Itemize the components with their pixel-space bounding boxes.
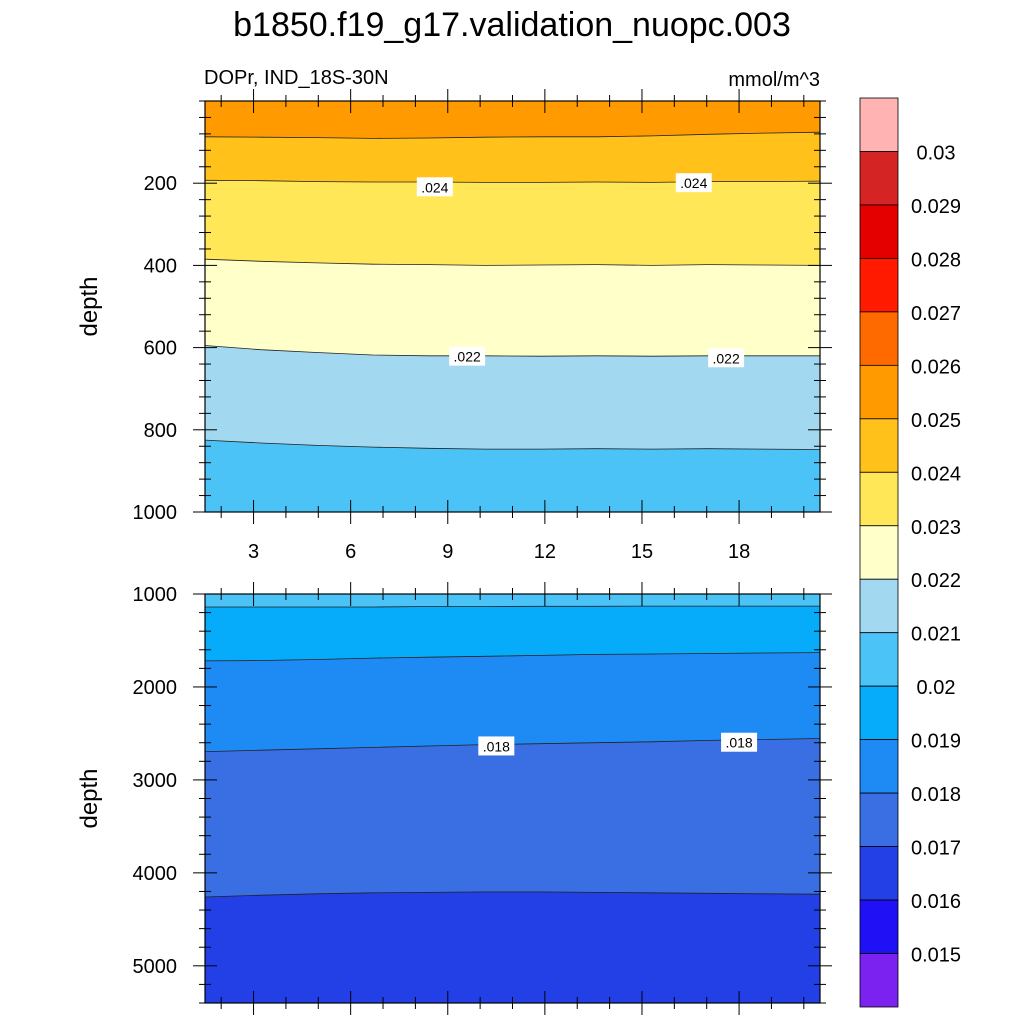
colorbar-label: 0.026 [911, 356, 961, 378]
contour-line [205, 605, 820, 608]
colorbar-swatch [859, 953, 899, 1008]
colorbar-label: 0.02 [917, 677, 956, 699]
units-label: mmol/m^3 [728, 69, 820, 91]
x-tick-label: 15 [631, 541, 653, 563]
contour-label-box [675, 173, 712, 193]
y-tick-label: 5000 [133, 956, 178, 978]
contour-label: .018 [483, 738, 510, 754]
contour-label: .022 [713, 350, 740, 366]
x-tick-label: 18 [728, 541, 750, 563]
x-tick-label: 6 [345, 541, 356, 563]
colorbar-swatch [859, 418, 899, 473]
y-axis-label: depth [76, 768, 103, 828]
colorbar-label: 0.016 [911, 891, 961, 913]
contour-label: .024 [680, 175, 707, 191]
contour-line [204, 439, 821, 450]
variable-label: DOPr, IND_18S-30N [204, 67, 389, 89]
contour-label: .024 [421, 179, 448, 195]
colorbar-swatch [859, 311, 899, 366]
contour-line [204, 652, 821, 662]
contour-line [204, 891, 821, 898]
contour-line [204, 131, 821, 139]
colorbar-label: 0.028 [911, 249, 961, 271]
y-tick-label: 3000 [133, 770, 178, 792]
contour-label: .022 [454, 349, 481, 365]
colorbar-swatch [859, 632, 899, 687]
colorbar-swatch [859, 578, 899, 634]
y-axis-label: depth [76, 276, 103, 336]
colorbar-label: 0.018 [911, 784, 961, 806]
x-tick-label: 9 [442, 541, 453, 563]
colorbar: 0.015 0.016 0.017 0.018 0.019 0.02 0.021 0.022 0… [859, 97, 961, 1008]
colorbar-swatch [859, 792, 899, 847]
y-tick-label: 1000 [133, 584, 178, 606]
chart-title: b1850.f19_g17.validation_nuopc.003 [233, 6, 791, 44]
colorbar-label: 0.03 [917, 142, 956, 164]
colorbar-label: 0.024 [911, 463, 961, 485]
contour-line [204, 179, 821, 183]
contour-line [204, 258, 821, 266]
y-tick-label: 800 [144, 420, 177, 442]
contour-label-box [708, 348, 745, 368]
colorbar-label: 0.029 [911, 196, 961, 218]
y-tick-label: 2000 [133, 677, 178, 699]
colorbar-swatch [859, 97, 899, 152]
contour-label: .018 [725, 735, 752, 751]
y-tick-label: 4000 [133, 863, 178, 885]
colorbar-swatch [859, 739, 899, 794]
colorbar-label: 0.015 [911, 945, 961, 967]
colorbar-swatch [859, 364, 899, 420]
x-tick-label: 3 [248, 541, 259, 563]
colorbar-label: 0.025 [911, 410, 961, 432]
contour-band [205, 440, 820, 512]
colorbar-label: 0.022 [911, 570, 961, 592]
contour-label-box [449, 346, 486, 366]
colorbar-label: 0.023 [911, 517, 961, 539]
upper-depth-panel: .024 .024 .022 .022 200 400 600 800 1000 depth 3 6 9… [76, 89, 832, 563]
colorbar-swatch [859, 204, 899, 259]
contour-band [205, 891, 820, 1003]
y-tick-label: 1000 [133, 502, 178, 524]
x-tick-label: 12 [534, 541, 556, 563]
contour-label-box [721, 732, 758, 752]
contour-label-box [478, 736, 515, 756]
colorbar-label: 0.019 [911, 731, 961, 753]
colorbar-swatch [859, 525, 899, 580]
y-tick-label: 200 [144, 173, 177, 195]
colorbar-label: 0.017 [911, 838, 961, 860]
y-tick-label: 400 [144, 255, 177, 277]
colorbar-label: 0.027 [911, 303, 961, 325]
colorbar-swatch [859, 685, 899, 741]
colorbar-swatch [859, 151, 899, 206]
colorbar-swatch [859, 471, 899, 527]
contour-label-box [416, 177, 453, 197]
colorbar-swatch [859, 258, 899, 313]
colorbar-swatch [859, 899, 899, 954]
colorbar-label: 0.021 [911, 624, 961, 646]
colorbar-swatch [859, 846, 899, 901]
lower-depth-panel: .018 .018 1000 2000 3000 4000 5000 depth [76, 582, 832, 1015]
y-tick-label: 600 [144, 338, 177, 360]
